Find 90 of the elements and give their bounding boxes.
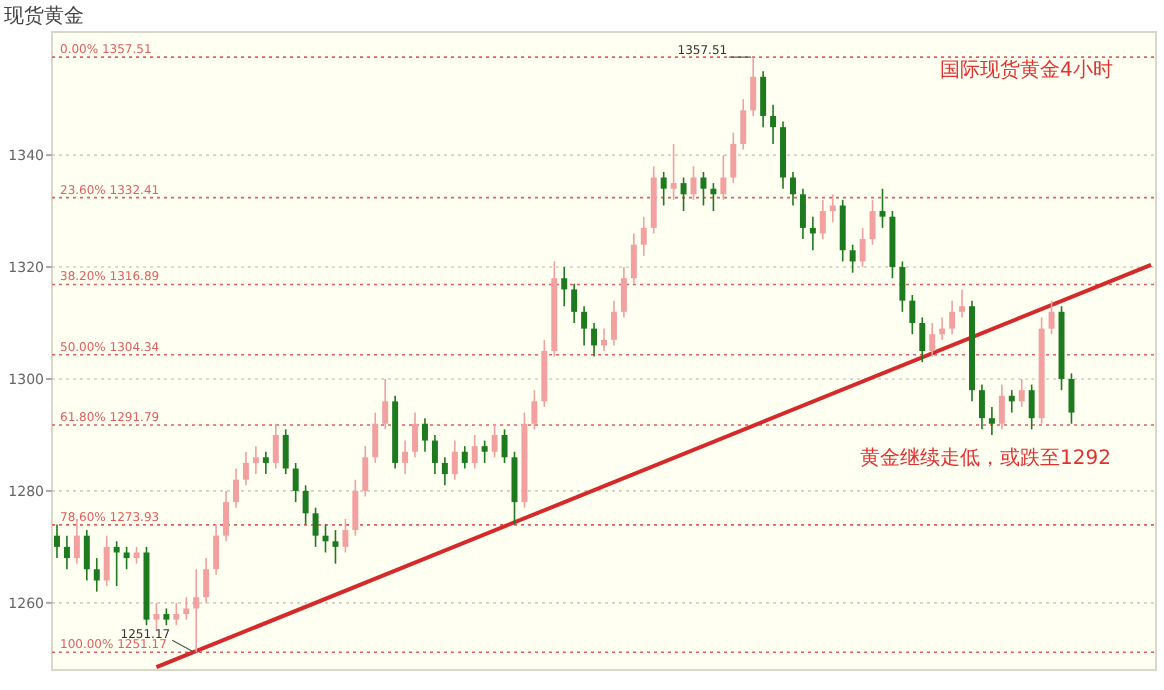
candlestick: [173, 602, 180, 627]
candlestick: [362, 445, 369, 498]
candlestick: [1068, 372, 1075, 425]
candlestick: [859, 227, 866, 268]
candlestick: [382, 378, 389, 431]
candlestick: [372, 411, 379, 464]
candlestick: [839, 199, 846, 263]
candlestick: [640, 215, 647, 257]
candlestick: [680, 176, 687, 212]
candlestick: [799, 187, 806, 240]
candlestick: [770, 103, 777, 145]
candlestick: [829, 193, 836, 224]
candlestick: [561, 266, 568, 308]
candlestick: [909, 294, 916, 336]
candlestick: [949, 299, 956, 336]
candlestick: [451, 439, 458, 481]
candlestick: [312, 506, 319, 548]
candlestick: [760, 70, 767, 128]
candlestick: [750, 56, 757, 117]
candlestick: [929, 322, 936, 358]
candlestick: [113, 540, 120, 587]
candlestick: [491, 422, 498, 459]
candlestick: [282, 428, 289, 475]
candlestick: [123, 546, 130, 571]
candlestick: [789, 171, 796, 207]
candlestick: [660, 171, 667, 207]
candlestick: [302, 484, 309, 526]
candlestick: [1018, 378, 1025, 408]
candlestick: [988, 406, 995, 436]
chart-title: 现货黄金: [4, 4, 84, 28]
candlestick: [471, 434, 478, 470]
candlestick: [292, 462, 299, 503]
candlestick: [481, 439, 488, 464]
candlestick: [869, 199, 876, 246]
candlestick: [83, 529, 90, 582]
candlestick: [252, 445, 259, 475]
candlestick: [441, 456, 448, 487]
candlestick: [103, 534, 110, 587]
candlestick: [819, 199, 826, 240]
candlestick: [183, 596, 190, 621]
candlestick: [591, 322, 598, 358]
candlestick: [193, 568, 200, 654]
candlestick: [73, 518, 80, 565]
candlestick: [53, 523, 60, 559]
candlestick: [571, 283, 578, 324]
candlestick: [461, 445, 468, 470]
candlestick: [610, 299, 617, 347]
candlestick: [262, 450, 269, 475]
candlestick: [879, 187, 886, 229]
candlestick: [919, 316, 926, 363]
candlestick: [272, 422, 279, 470]
candlestick: [670, 143, 677, 201]
candlestick: [978, 383, 985, 431]
candlestick: [581, 305, 588, 347]
candlestick: [242, 450, 249, 487]
candlestick: [809, 215, 816, 252]
candlestick: [431, 434, 438, 475]
candlestick: [203, 557, 210, 604]
candlestick: [899, 260, 906, 313]
candlestick: [720, 154, 727, 201]
candlestick: [740, 98, 747, 151]
candlestick: [63, 534, 70, 571]
candlestick: [730, 131, 737, 184]
candlestick: [620, 266, 627, 319]
annotation: 黄金继续走低，或跌至1292: [860, 446, 1111, 470]
candlestick: [352, 478, 359, 537]
candlestick: [332, 529, 339, 565]
candlestick: [213, 523, 220, 576]
candlestick: [531, 389, 538, 431]
candlestick: [630, 232, 637, 285]
annotation: 国际现货黄金4小时: [940, 58, 1113, 82]
candlestick: [223, 490, 230, 543]
candlestick: [342, 518, 349, 554]
candlestick: [1028, 383, 1035, 431]
candlestick: [1008, 389, 1015, 414]
candlestick: [959, 288, 966, 319]
candlestick: [998, 383, 1005, 431]
candlestick: [501, 428, 508, 464]
candlestick: [93, 557, 100, 593]
candlestick: [601, 327, 607, 352]
candlestick: [710, 182, 717, 212]
candlestick: [412, 411, 419, 459]
candlestick: [421, 417, 428, 453]
candlestick: [849, 243, 856, 274]
candlestick: [153, 602, 160, 632]
candlestick: [233, 467, 239, 509]
candlestick: [939, 316, 946, 341]
candlestick: [700, 171, 707, 207]
candlestick: [1048, 299, 1055, 336]
candlestick: [402, 439, 409, 475]
